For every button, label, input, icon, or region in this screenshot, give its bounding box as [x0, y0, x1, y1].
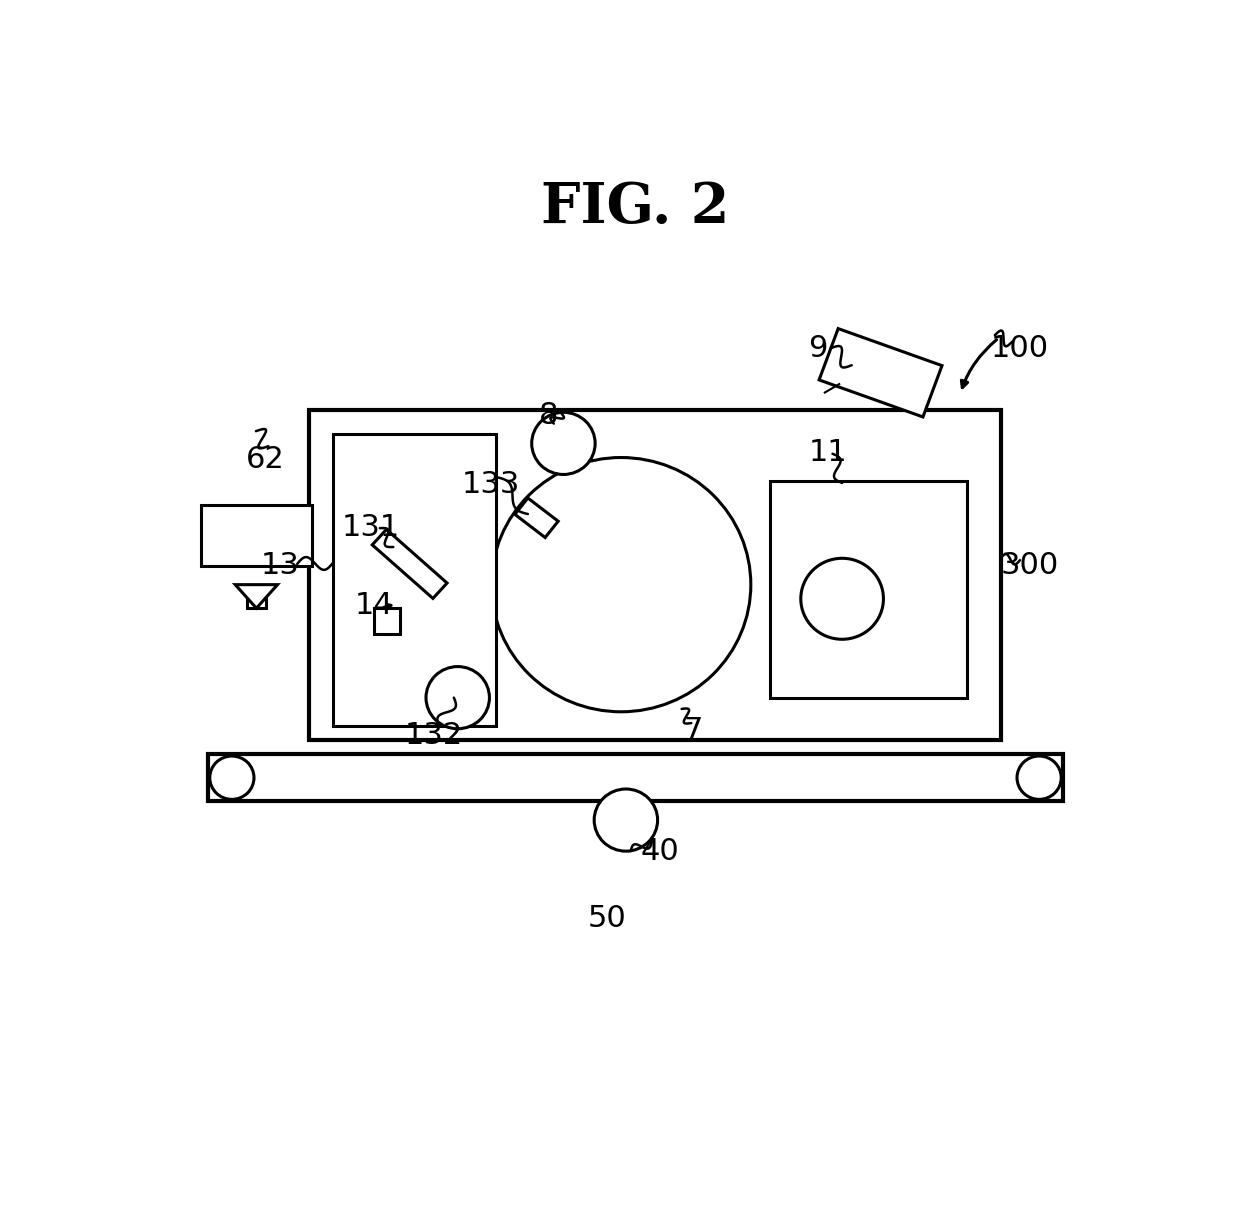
Text: 40: 40: [640, 837, 680, 866]
Text: 131: 131: [342, 512, 401, 542]
Circle shape: [210, 756, 254, 800]
Text: 13: 13: [260, 552, 299, 581]
Bar: [372, 530, 448, 598]
Circle shape: [1017, 756, 1061, 800]
Bar: [820, 329, 942, 417]
Text: 133: 133: [463, 471, 521, 499]
Text: 100: 100: [991, 334, 1049, 363]
Bar: [515, 498, 558, 538]
Text: 14: 14: [355, 591, 393, 620]
Text: 62: 62: [246, 445, 285, 473]
Text: 50: 50: [588, 905, 626, 933]
Text: 7: 7: [683, 717, 703, 745]
Bar: [332, 434, 496, 726]
Bar: [770, 481, 967, 697]
Text: 9: 9: [808, 334, 828, 363]
Text: 300: 300: [1001, 552, 1059, 581]
Text: 11: 11: [808, 438, 847, 467]
Bar: [309, 411, 1001, 740]
Text: 132: 132: [404, 720, 463, 750]
Bar: [247, 589, 267, 608]
Circle shape: [532, 412, 595, 475]
Polygon shape: [236, 585, 278, 608]
Bar: [208, 755, 1063, 801]
Circle shape: [491, 457, 751, 712]
Circle shape: [801, 558, 883, 640]
Bar: [201, 505, 311, 566]
Circle shape: [594, 789, 657, 851]
Text: 8: 8: [539, 401, 559, 429]
Circle shape: [427, 667, 490, 729]
Text: FIG. 2: FIG. 2: [542, 181, 729, 236]
Bar: [374, 608, 401, 634]
